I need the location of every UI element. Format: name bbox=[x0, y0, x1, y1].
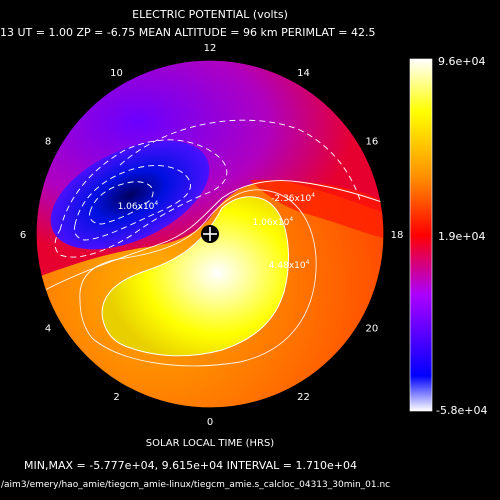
contour-neg-upper bbox=[119, 119, 361, 201]
contour-label-exponent: 4 bbox=[306, 259, 310, 266]
contour-neg-inner bbox=[89, 181, 154, 225]
contour-label: -2.36x104 bbox=[271, 192, 315, 204]
hour-tick-label: 4 bbox=[45, 324, 51, 335]
colorbar-frame bbox=[409, 58, 433, 412]
contour-label-value: 4.48x10 bbox=[269, 261, 306, 271]
colorbar-min-label: -5.8e+04 bbox=[436, 404, 487, 417]
field-blue-cell bbox=[50, 140, 210, 250]
contour-label-value: 1.06x10 bbox=[253, 218, 290, 228]
contour-label-exponent: 4 bbox=[289, 216, 293, 223]
field-positive-cell bbox=[102, 196, 289, 356]
hour-tick-label: 22 bbox=[297, 392, 310, 403]
hour-tick-label: 14 bbox=[297, 68, 310, 79]
field-dawn-band bbox=[250, 179, 384, 240]
contour-label: 1.06x104 bbox=[253, 216, 294, 228]
hour-tick-label: 8 bbox=[45, 137, 51, 148]
contour-1.06e4 bbox=[44, 180, 384, 291]
contour-label-exponent: 4 bbox=[154, 200, 158, 207]
stats-line: MIN,MAX = -5.777e+04, 9.615e+04 INTERVAL… bbox=[24, 459, 357, 472]
chart-subtitle: 13 UT = 1.00 ZP = -6.75 MEAN ALTITUDE = … bbox=[0, 26, 376, 39]
potential-field bbox=[36, 60, 384, 408]
contour-label-value: -2.36x10 bbox=[271, 194, 311, 204]
hour-tick-label: 16 bbox=[366, 137, 379, 148]
x-axis-label: SOLAR LOCAL TIME (HRS) bbox=[146, 438, 275, 449]
pole-marker bbox=[201, 225, 219, 243]
hour-tick-label: 20 bbox=[366, 324, 379, 335]
file-path: /aim3/emery/hao_amie/tiegcm_amie-linux/t… bbox=[1, 480, 390, 490]
colorbar-mid-label: 1.9e+04 bbox=[438, 230, 485, 243]
contour-label: 1.06x104 bbox=[118, 200, 159, 212]
contour-2.77e4 bbox=[79, 189, 317, 367]
contour-4.48e4 bbox=[101, 196, 289, 357]
hour-tick-label: 0 bbox=[207, 417, 213, 428]
hour-tick-label: 10 bbox=[110, 68, 123, 79]
contour-neg-outer bbox=[54, 139, 228, 258]
contour-label: 4.48x104 bbox=[269, 259, 310, 271]
chart-title: ELECTRIC POTENTIAL (volts) bbox=[132, 8, 288, 21]
hour-tick-label: 12 bbox=[204, 43, 217, 54]
hour-tick-label: 6 bbox=[20, 230, 26, 241]
colorbar-max-label: 9.6e+04 bbox=[438, 55, 485, 68]
colorbar-gradient bbox=[410, 59, 432, 411]
contour-label-exponent: 4 bbox=[311, 192, 315, 199]
hour-tick-label: 2 bbox=[113, 392, 119, 403]
hour-tick-label: 18 bbox=[391, 230, 404, 241]
disc-outline bbox=[35, 59, 385, 409]
contour-neg-mid bbox=[73, 165, 191, 241]
colorbar: 9.6e+04 1.9e+04 -5.8e+04 bbox=[409, 55, 487, 417]
contour-label-value: 1.06x10 bbox=[118, 202, 155, 212]
